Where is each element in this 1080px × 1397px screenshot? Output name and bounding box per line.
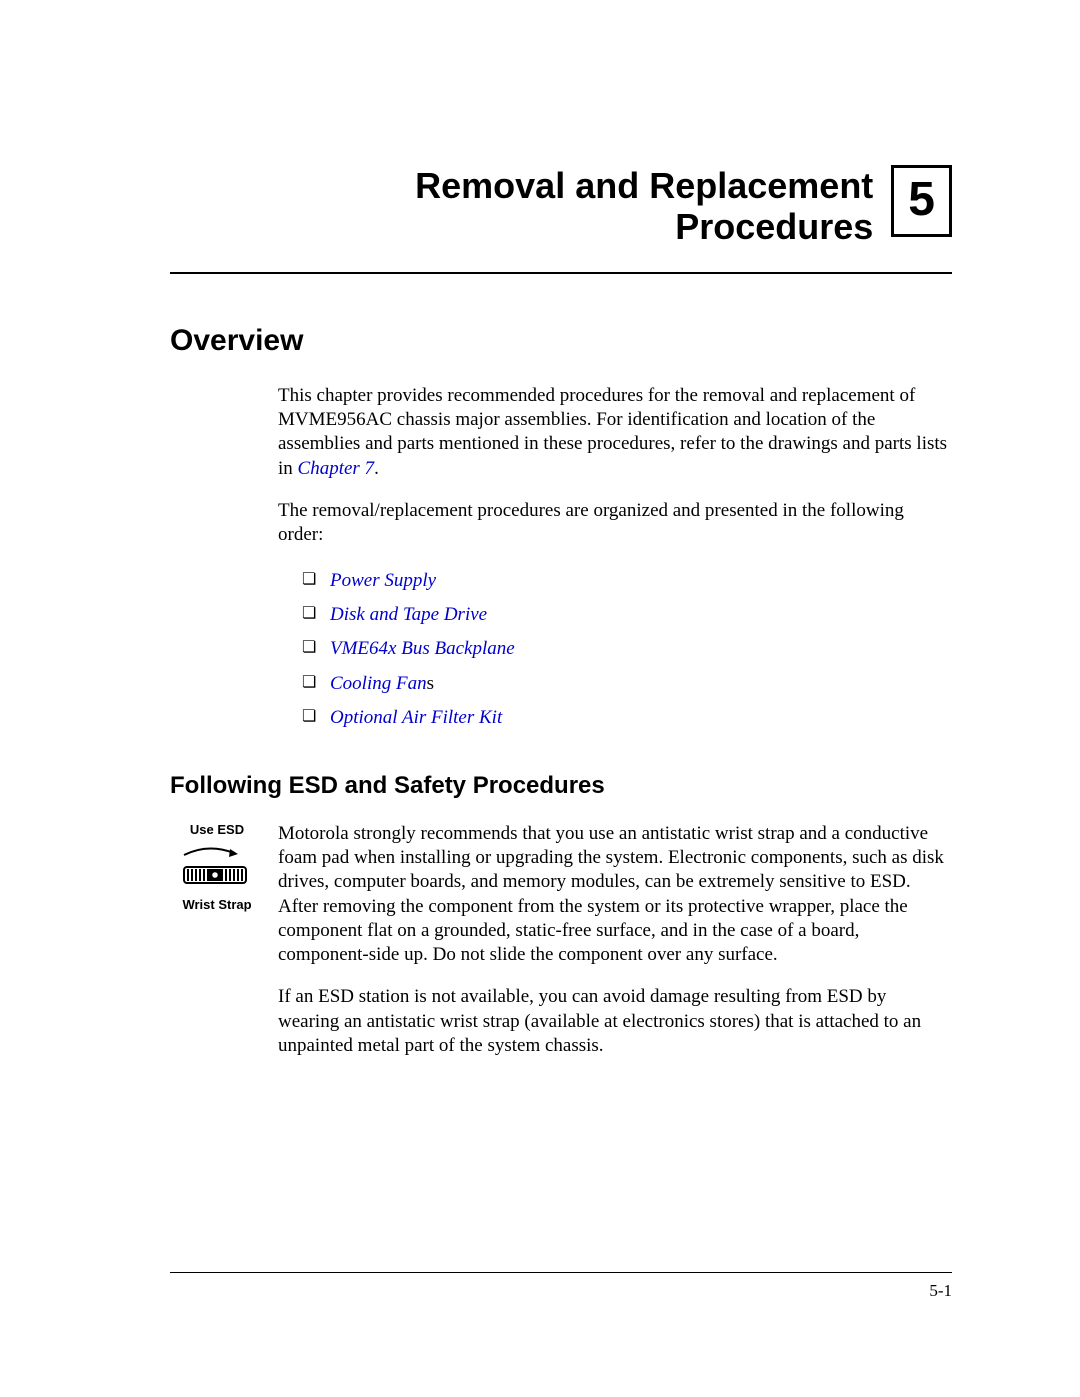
power-supply-link[interactable]: Power Supply — [330, 570, 436, 591]
list-item-vme-backplane: VME64x Bus Backplane — [302, 634, 952, 664]
chapter7-link[interactable]: Chapter 7 — [298, 458, 375, 479]
vme-backplane-link[interactable]: VME64x Bus Backplane — [330, 638, 515, 659]
wrist-strap-icon — [178, 841, 256, 893]
chapter-title-line1: Removal and Replacement — [415, 165, 873, 206]
overview-para1: This chapter provides recommended proced… — [278, 384, 952, 481]
chapter-number-box: 5 — [891, 165, 952, 237]
chapter-header: Removal and Replacement Procedures 5 — [170, 165, 952, 274]
air-filter-link[interactable]: Optional Air Filter Kit — [330, 707, 502, 728]
cooling-fan-suffix: s — [427, 673, 434, 694]
footer-rule — [170, 1272, 952, 1273]
list-item-air-filter: Optional Air Filter Kit — [302, 703, 952, 733]
list-item-power-supply: Power Supply — [302, 566, 952, 596]
overview-para1-post: . — [374, 458, 379, 479]
esd-icon-block: Use ESD — [170, 822, 264, 913]
esd-row: Use ESD — [170, 822, 952, 1077]
overview-heading: Overview — [170, 324, 952, 358]
page-number: 5-1 — [170, 1281, 952, 1301]
esd-heading: Following ESD and Safety Procedures — [170, 772, 952, 800]
list-item-disk-tape: Disk and Tape Drive — [302, 600, 952, 630]
chapter-title-line2: Procedures — [675, 206, 873, 247]
page-content: Removal and Replacement Procedures 5 Ove… — [0, 0, 1080, 1076]
esd-para2: If an ESD station is not available, you … — [278, 985, 952, 1058]
cooling-fan-link[interactable]: Cooling Fan — [330, 673, 427, 694]
esd-para1: Motorola strongly recommends that you us… — [278, 822, 952, 968]
procedure-list: Power Supply Disk and Tape Drive VME64x … — [302, 566, 952, 734]
chapter-title: Removal and Replacement Procedures — [415, 165, 873, 248]
esd-label-top: Use ESD — [170, 822, 264, 838]
overview-body: This chapter provides recommended proced… — [278, 384, 952, 734]
disk-tape-link[interactable]: Disk and Tape Drive — [330, 604, 487, 625]
esd-label-bottom: Wrist Strap — [170, 897, 264, 913]
esd-text-column: Motorola strongly recommends that you us… — [278, 822, 952, 1077]
page-footer: 5-1 — [170, 1272, 952, 1301]
list-item-cooling-fan: Cooling Fans — [302, 669, 952, 699]
overview-para2: The removal/replacement procedures are o… — [278, 499, 952, 548]
